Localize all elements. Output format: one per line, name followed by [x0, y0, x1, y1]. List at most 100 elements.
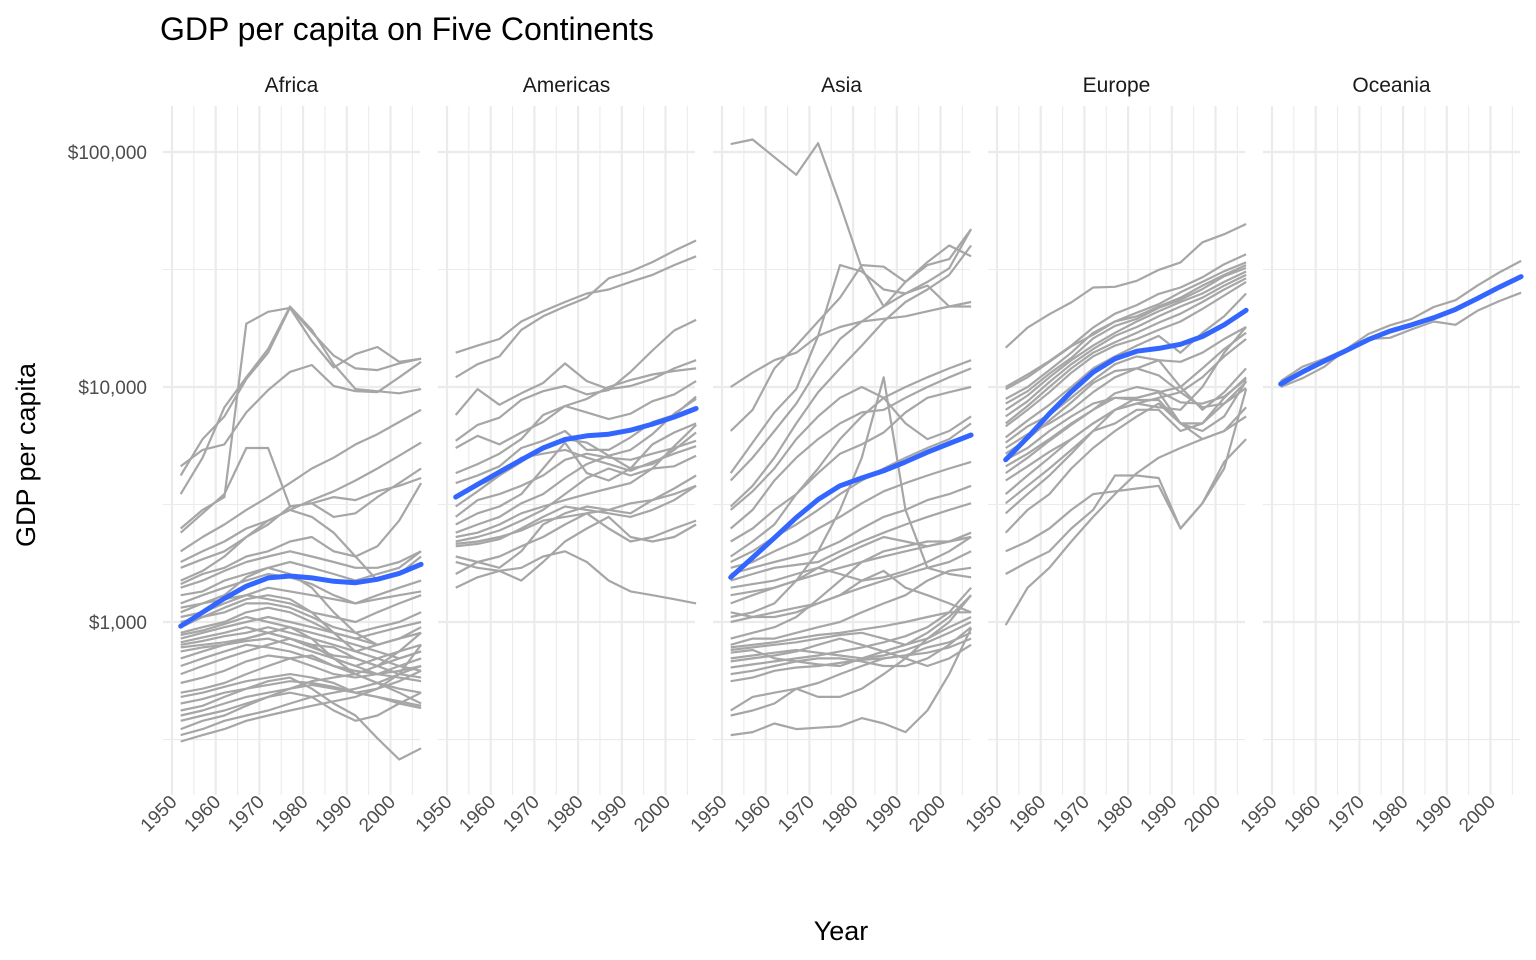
y-tick-label: $100,000: [68, 143, 147, 164]
y-axis-ticks: $1,000 $10,000 $100,000: [68, 143, 147, 634]
country-line: [180, 626, 422, 653]
country-line: [455, 380, 697, 475]
chart-title: GDP per capita on Five Continents: [160, 11, 654, 47]
x-tick-label: 1960: [1280, 792, 1325, 837]
country-line: [455, 422, 697, 526]
country-line: [730, 586, 972, 669]
country-line: [729, 244, 972, 508]
country-line: [730, 637, 972, 683]
country-line: [455, 474, 697, 569]
trend-line: [1278, 274, 1524, 387]
country-line: [180, 594, 422, 624]
country-line: [455, 424, 697, 539]
y-tick-label: $1,000: [89, 613, 147, 634]
trend-line: [453, 406, 699, 500]
country-line: [729, 367, 972, 530]
country-line: [729, 359, 972, 511]
y-axis-title: GDP per capita: [11, 362, 41, 547]
country-line: [179, 306, 422, 530]
country-line: [1005, 277, 1247, 425]
country-line: [455, 454, 697, 543]
x-tick-label: 1970: [499, 792, 544, 837]
panel-strip-label: Africa: [265, 74, 319, 97]
country-line: [180, 676, 422, 761]
country-line: [180, 669, 422, 743]
country-line: [180, 644, 422, 717]
country-line: [729, 228, 973, 482]
x-tick-label: 1960: [180, 792, 225, 837]
country-line: [1005, 261, 1247, 391]
country-line: [730, 300, 972, 388]
x-tick-label: 1950: [962, 792, 1007, 837]
x-tick-label: 2000: [355, 792, 400, 837]
x-tick-label: 2000: [630, 792, 675, 837]
country-line: [730, 594, 972, 712]
country-line: [730, 460, 972, 569]
country-line: [180, 594, 422, 672]
country-line: [730, 396, 972, 543]
country-line: [730, 536, 972, 605]
country-line: [730, 626, 972, 676]
y-tick-label: $10,000: [78, 378, 147, 399]
country-line: [1005, 280, 1247, 428]
trend-line: [728, 432, 974, 580]
country-line: [180, 691, 422, 722]
country-line: [730, 502, 972, 582]
trend-line: [1003, 307, 1249, 463]
x-tick-label: 1970: [1324, 792, 1369, 837]
country-line: [455, 367, 697, 449]
x-tick-label: 2000: [1455, 792, 1500, 837]
country-line: [180, 602, 422, 634]
country-line: [180, 550, 422, 589]
country-line: [1005, 292, 1247, 439]
country-line: [1005, 266, 1247, 405]
x-tick-label: 1960: [455, 792, 500, 837]
x-tick-label: 2000: [905, 792, 950, 837]
country-line: [180, 476, 422, 569]
country-line: [1004, 381, 1247, 534]
country-line: [1005, 378, 1247, 474]
country-line: [1005, 270, 1247, 411]
x-tick-label: 1980: [1093, 792, 1138, 837]
country-line: [729, 264, 972, 474]
country-line: [1280, 259, 1522, 389]
country-line: [455, 318, 697, 442]
country-line: [1005, 264, 1247, 400]
x-tick-label: 1980: [1368, 792, 1413, 837]
country-line: [180, 360, 422, 468]
x-tick-label: 1990: [1137, 792, 1182, 837]
country-line: [180, 664, 422, 737]
x-tick-label: 1950: [137, 792, 182, 837]
trend-line: [178, 561, 424, 629]
country-line: [179, 305, 422, 495]
x-tick-label: 1980: [268, 792, 313, 837]
panel-strip-label: Asia: [821, 74, 862, 97]
x-tick-label: 1970: [224, 792, 269, 837]
country-line: [1005, 273, 1247, 418]
x-tick-label: 1950: [1237, 792, 1282, 837]
panels: Africa195019601970198019902000Americas19…: [137, 74, 1524, 837]
panel-strip-label: Oceania: [1352, 74, 1431, 97]
country-line: [1004, 223, 1247, 349]
country-line: [180, 654, 422, 694]
country-line: [455, 515, 697, 582]
country-line: [180, 654, 422, 685]
country-line: [180, 615, 422, 660]
x-tick-label: 1990: [862, 792, 907, 837]
country-line: [730, 535, 972, 640]
panel-strip-label: Americas: [523, 74, 611, 97]
country-line: [180, 408, 422, 553]
x-tick-label: 1990: [587, 792, 632, 837]
panel-strip-label: Europe: [1083, 74, 1151, 97]
country-line: [180, 550, 422, 597]
x-tick-label: 1980: [543, 792, 588, 837]
country-line: [730, 484, 972, 576]
country-line: [180, 482, 423, 586]
country-line: [730, 550, 972, 619]
country-line: [454, 359, 697, 416]
